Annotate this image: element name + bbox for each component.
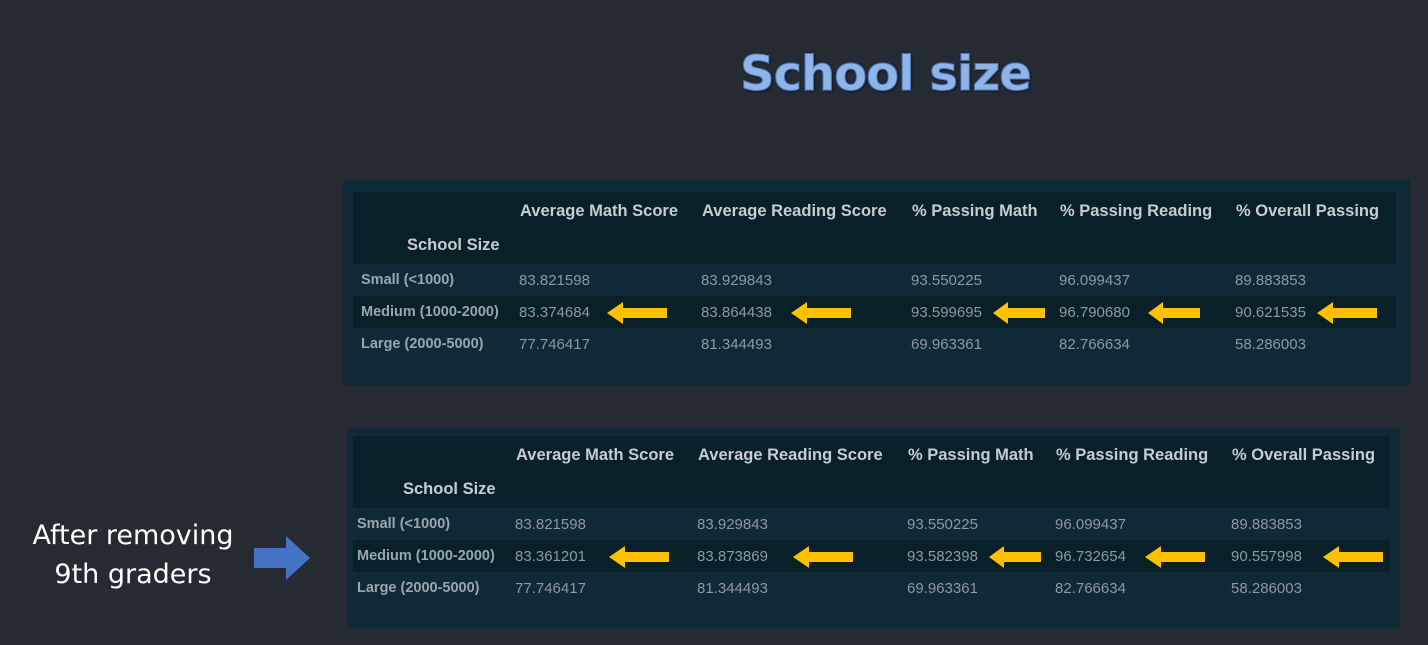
row-label: Large (2000-5000) [361,336,484,352]
row-label: Medium (1000-2000) [357,548,495,564]
column-header: % Passing Reading [1060,202,1213,220]
table-cell: 83.873869 [697,548,768,565]
left-arrow-icon [793,546,853,568]
table-row: Small (<1000) 83.821598 83.929843 93.550… [353,264,1396,296]
left-arrow-icon [1317,302,1377,324]
column-header: % Passing Reading [1056,446,1209,464]
table-cell: 93.599695 [911,304,982,321]
row-label: Large (2000-5000) [357,580,480,596]
left-arrow-icon [1148,302,1200,324]
table-cell: 83.864438 [701,304,772,321]
table-cell: 83.821598 [515,516,586,533]
left-arrow-icon [609,546,669,568]
table-before-panel: Average Math Score Average Reading Score… [343,180,1410,385]
table-cell: 93.550225 [907,516,978,533]
table-header: Average Math Score Average Reading Score… [353,436,1390,508]
side-label-line-1: After removing [32,520,234,551]
table-cell: 82.766634 [1055,580,1126,597]
table-cell: 96.790680 [1059,304,1130,321]
table-cell: 83.929843 [697,516,768,533]
row-label: Small (<1000) [361,272,455,288]
table-cell: 89.883853 [1231,516,1302,533]
table-cell: 96.099437 [1059,272,1130,289]
table-cell: 90.621535 [1235,304,1306,321]
left-arrow-icon [607,302,667,324]
table-cell: 83.929843 [701,272,772,289]
table-row: Medium (1000-2000) 83.361201 83.873869 9… [353,540,1390,572]
column-header: % Overall Passing [1236,202,1380,220]
table-row: Large (2000-5000) 77.746417 81.344493 69… [353,572,1390,604]
after-removing-label: After removing 9th graders [22,516,244,594]
left-arrow-icon [989,546,1041,568]
table-cell: 77.746417 [519,336,590,353]
column-header: Average Reading Score [698,446,883,464]
table-cell: 83.361201 [515,548,586,565]
table-cell: 58.286003 [1231,580,1302,597]
table-cell: 81.344493 [701,336,772,353]
table-cell: 69.963361 [911,336,982,353]
table-cell: 69.963361 [907,580,978,597]
table-cell: 82.766634 [1059,336,1130,353]
table-cell: 96.732654 [1055,548,1126,565]
side-label-line-2: 9th graders [54,559,212,590]
table-cell: 96.099437 [1055,516,1126,533]
table-row: Small (<1000) 83.821598 83.929843 93.550… [353,508,1390,540]
left-arrow-icon [1145,546,1205,568]
column-header: % Passing Math [912,202,1038,220]
table-cell: 83.821598 [519,272,590,289]
table-after-panel: Average Math Score Average Reading Score… [347,428,1400,628]
table-row: Medium (1000-2000) 83.374684 83.864438 9… [353,296,1396,328]
column-header: % Overall Passing [1232,446,1376,464]
left-arrow-icon [791,302,851,324]
index-header: School Size [407,236,500,254]
table-cell: 93.582398 [907,548,978,565]
left-arrow-icon [993,302,1045,324]
table-cell: 58.286003 [1235,336,1306,353]
row-label: Small (<1000) [357,516,451,532]
left-arrow-icon [1323,546,1383,568]
table-cell: 77.746417 [515,580,586,597]
table-cell: 81.344493 [697,580,768,597]
table-cell: 83.374684 [519,304,590,321]
table-row: Large (2000-5000) 77.746417 81.344493 69… [353,328,1396,360]
table-before: Average Math Score Average Reading Score… [353,192,1396,360]
table-cell: 93.550225 [911,272,982,289]
column-header: % Passing Math [908,446,1034,464]
slide-title: School size [740,46,1033,103]
table-header: Average Math Score Average Reading Score… [353,192,1396,264]
table-cell: 89.883853 [1235,272,1306,289]
table-cell: 90.557998 [1231,548,1302,565]
index-header: School Size [403,480,496,498]
row-label: Medium (1000-2000) [361,304,499,320]
column-header: Average Math Score [520,202,679,220]
column-header: Average Reading Score [702,202,887,220]
right-arrow-icon [254,536,310,580]
column-header: Average Math Score [516,446,675,464]
table-after: Average Math Score Average Reading Score… [353,436,1390,604]
